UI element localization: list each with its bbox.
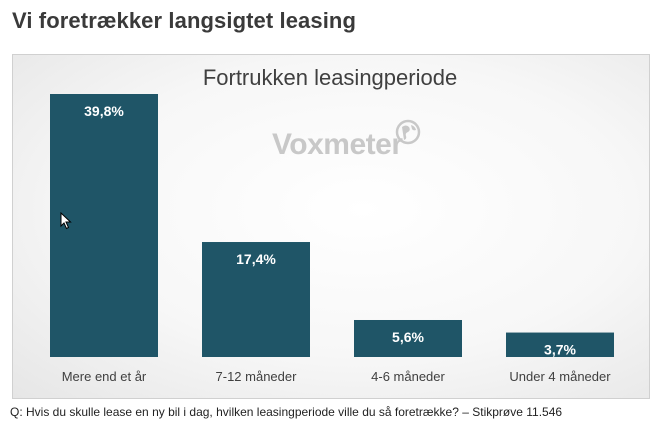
category-label-3: 4-6 måneder	[371, 369, 445, 384]
survey-footnote: Q: Hvis du skulle lease en ny bil i dag,…	[10, 405, 563, 419]
data-label-2: 17,4%	[236, 251, 276, 267]
category-label-4: Under 4 måneder	[509, 369, 611, 384]
data-label-1: 39,8%	[84, 103, 124, 119]
voxmeter-watermark: Voxmeter	[272, 118, 432, 168]
category-label-2: 7-12 måneder	[216, 369, 298, 384]
data-label-3: 5,6%	[392, 329, 424, 345]
chart-title: Fortrukken leasingperiode	[202, 65, 458, 90]
bar-4	[506, 332, 614, 357]
page-title: Vi foretrækker langsigtet leasing	[12, 8, 357, 33]
watermark-text: Voxmeter	[272, 128, 403, 161]
category-label-1: Mere end et år	[62, 369, 147, 384]
bar-3	[354, 319, 462, 357]
mouse-cursor-icon	[60, 211, 72, 235]
bar-2	[202, 242, 310, 357]
globe-icon	[394, 118, 422, 151]
data-label-4: 3,7%	[544, 342, 576, 358]
